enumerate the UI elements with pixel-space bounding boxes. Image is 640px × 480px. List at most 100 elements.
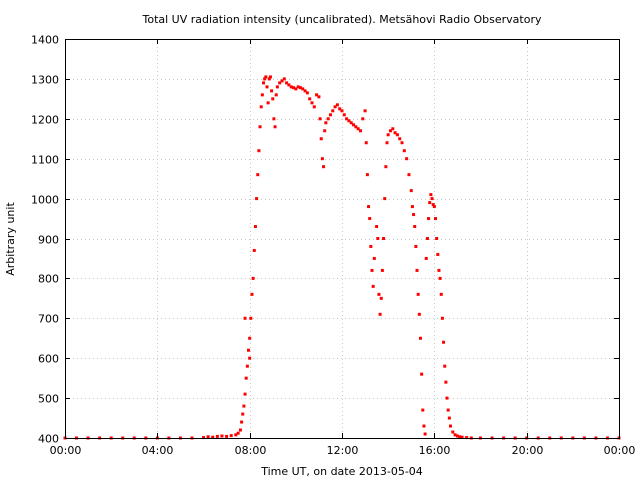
data-point (384, 165, 388, 169)
data-point (361, 117, 365, 121)
data-point (312, 105, 316, 109)
data-point (255, 197, 259, 201)
data-point (247, 348, 251, 352)
data-point (427, 217, 431, 221)
data-point (257, 149, 261, 153)
data-point (385, 141, 389, 145)
data-point (372, 256, 376, 260)
data-point (271, 97, 275, 101)
data-point (324, 121, 328, 125)
y-tick-label: 1100 (31, 154, 59, 167)
data-point (417, 312, 421, 316)
data-point (296, 85, 300, 89)
data-point (259, 105, 263, 109)
data-point (266, 101, 270, 105)
data-point (395, 133, 399, 137)
data-point (356, 127, 360, 131)
x-axis-label: Time UT, on date 2013-05-04 (260, 465, 423, 478)
y-tick-label: 600 (38, 353, 59, 366)
data-point (448, 424, 452, 428)
data-point (289, 85, 293, 89)
data-point (272, 117, 276, 121)
data-point (342, 113, 346, 117)
y-tick-label: 700 (38, 313, 59, 326)
data-point (305, 91, 309, 95)
x-axis-ticks: 00:00 04:00 08:00 12:00 16:00 20:00 00:00 (50, 39, 635, 457)
data-point (415, 268, 419, 272)
data-point (338, 107, 342, 111)
data-point (465, 436, 469, 440)
data-point (368, 217, 372, 221)
data-point (308, 97, 312, 101)
y-tick-label: 1200 (31, 114, 59, 127)
grid-lines (65, 39, 620, 439)
data-point (326, 117, 330, 121)
data-point (268, 75, 272, 79)
data-point (241, 412, 245, 416)
data-point (365, 173, 369, 177)
data-point (433, 217, 437, 221)
data-point (437, 268, 441, 272)
x-tick-label: 00:00 (50, 444, 82, 457)
data-point (377, 292, 381, 296)
data-point (369, 244, 373, 248)
y-tick-label: 1000 (31, 194, 59, 207)
data-point (345, 117, 349, 121)
data-point (278, 81, 282, 85)
data-point (220, 434, 224, 438)
y-tick-label: 1400 (31, 34, 59, 47)
y-axis-label: Arbitrary unit (4, 202, 17, 276)
data-point (243, 392, 247, 396)
data-point (234, 433, 238, 437)
data-point (274, 93, 278, 97)
data-point (440, 316, 444, 320)
data-point (435, 237, 439, 240)
data-point (418, 336, 422, 340)
data-point (301, 87, 305, 91)
data-point (248, 356, 252, 360)
data-point (460, 435, 464, 439)
data-point (285, 81, 289, 85)
data-point (294, 87, 298, 91)
data-point (267, 77, 271, 81)
data-point (455, 434, 459, 438)
data-point (416, 292, 420, 296)
data-point (225, 434, 229, 438)
data-point (238, 428, 242, 432)
data-point (275, 85, 279, 89)
x-tick-label: 12:00 (327, 444, 359, 457)
data-point (423, 432, 427, 436)
data-point (202, 436, 205, 440)
data-point (249, 316, 253, 320)
data-point (371, 284, 375, 288)
x-tick-label: 16:00 (419, 444, 451, 457)
data-point (400, 141, 404, 145)
data-point (388, 129, 392, 133)
data-point (253, 225, 257, 229)
data-point (410, 205, 414, 209)
data-point (206, 435, 210, 439)
data-point (443, 364, 447, 368)
data-point (282, 77, 286, 81)
data-point (354, 125, 358, 129)
data-point (386, 133, 390, 137)
data-point (236, 431, 240, 435)
data-point (414, 244, 418, 248)
data-point (262, 81, 266, 85)
data-point (242, 404, 246, 408)
data-point (421, 408, 425, 412)
data-point (323, 129, 327, 133)
data-point (215, 434, 219, 438)
data-point (430, 197, 434, 201)
data-point (442, 340, 446, 344)
data-point (319, 137, 323, 141)
data-point (428, 201, 432, 205)
data-point (391, 127, 395, 131)
data-point (376, 237, 380, 240)
data-point (252, 248, 256, 252)
data-point (412, 213, 416, 217)
data-point (322, 165, 326, 169)
data-point (256, 173, 260, 177)
data-point (367, 205, 371, 209)
